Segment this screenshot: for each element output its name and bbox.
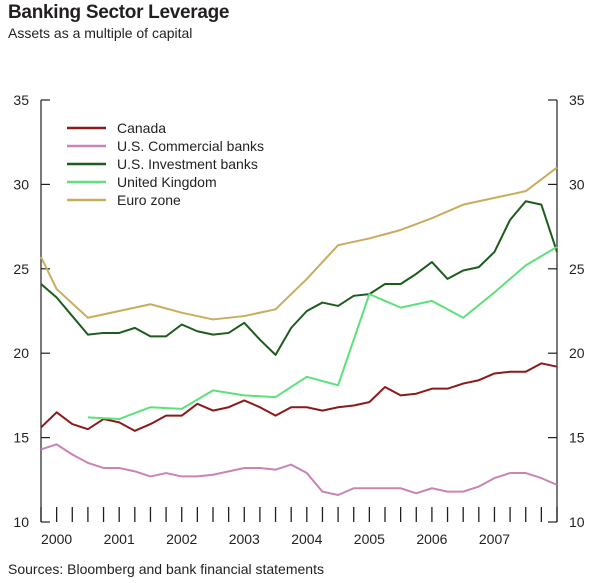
y-tick-label-left: 15 bbox=[13, 430, 29, 446]
chart-axes: 10 10 15 15 20 20 25 25 30 30 35 35 2000 2001 2002 2003… bbox=[13, 92, 584, 547]
leverage-line-chart: 10 10 15 15 20 20 25 25 30 30 35 35 2000 2001 2002 2003… bbox=[13, 92, 584, 547]
y-tick-label-right: 10 bbox=[569, 514, 585, 530]
series-line-canada bbox=[40, 362, 558, 432]
x-tick-label: 2004 bbox=[291, 531, 322, 547]
chart-subtitle: Assets as a multiple of capital bbox=[8, 25, 193, 41]
source-note: Sources: Bloomberg and bank financial st… bbox=[8, 561, 324, 577]
x-tick-label: 2006 bbox=[416, 531, 447, 547]
series-line-u-s-investment-banks bbox=[40, 200, 558, 356]
legend-label-euro-zone: Euro zone bbox=[117, 192, 181, 208]
legend-label-u-s-investment-banks: U.S. Investment banks bbox=[117, 156, 258, 172]
y-tick-label-left: 25 bbox=[13, 261, 29, 277]
x-tick-label: 2007 bbox=[479, 531, 510, 547]
x-tick-label: 2000 bbox=[41, 531, 72, 547]
y-tick-label-left: 10 bbox=[13, 514, 29, 530]
y-tick-label-left: 20 bbox=[13, 345, 29, 361]
y-tick-label-right: 20 bbox=[569, 345, 585, 361]
x-tick-label: 2001 bbox=[104, 531, 135, 547]
legend-label-u-s-commercial-banks: U.S. Commercial banks bbox=[117, 138, 264, 154]
y-tick-label-left: 35 bbox=[13, 92, 29, 108]
series-line-united-kingdom bbox=[87, 246, 558, 421]
x-tick-label: 2002 bbox=[166, 531, 197, 547]
series-line-euro-zone bbox=[40, 166, 558, 321]
y-tick-label-right: 35 bbox=[569, 92, 585, 108]
chart-series bbox=[40, 166, 558, 496]
y-tick-label-right: 30 bbox=[569, 176, 585, 192]
x-tick-label: 2005 bbox=[354, 531, 385, 547]
y-tick-label-left: 30 bbox=[13, 176, 29, 192]
legend-label-united-kingdom: United Kingdom bbox=[117, 174, 217, 190]
legend-label-canada: Canada bbox=[117, 120, 166, 136]
x-tick-label: 2003 bbox=[229, 531, 260, 547]
y-tick-label-right: 25 bbox=[569, 261, 585, 277]
series-line-u-s-commercial-banks bbox=[40, 443, 558, 496]
chart-legend: Canada U.S. Commercial banks U.S. Investme… bbox=[67, 120, 264, 208]
y-tick-label-right: 15 bbox=[569, 430, 585, 446]
chart-title: Banking Sector Leverage bbox=[8, 2, 230, 23]
